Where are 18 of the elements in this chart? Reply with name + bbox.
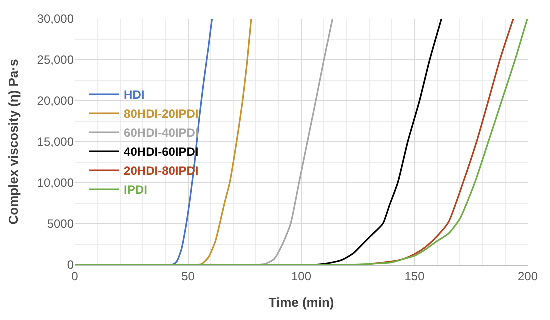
legend-label: IPDI (124, 183, 148, 198)
line-series (368, 19, 514, 265)
legend-label: HDI (124, 88, 145, 102)
x-tick-label: 150 (404, 269, 426, 284)
y-tick-label: 0 (67, 258, 74, 272)
x-axis-title: Time (min) (268, 295, 334, 310)
y-tick-label: 20,000 (37, 94, 74, 108)
y-tick-label: 10,000 (37, 176, 74, 190)
y-tick-label: 15,000 (37, 135, 74, 150)
x-tick-label: 100 (291, 269, 312, 284)
x-tick-label: 50 (182, 269, 196, 284)
line-series (75, 19, 528, 265)
y-tick-label: 25,000 (37, 53, 74, 68)
y-axis-title: Complex viscosity (η) Pa·s (6, 59, 22, 225)
y-tick-label: 30,000 (37, 12, 74, 26)
y-tick-label: 5000 (47, 217, 74, 232)
x-tick-label: 200 (518, 269, 538, 284)
legend-label: 80HDI-20IPDI (124, 107, 199, 122)
